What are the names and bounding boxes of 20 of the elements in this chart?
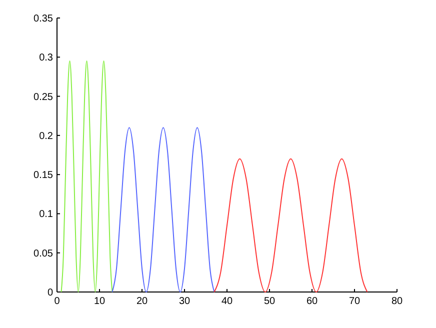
x-tick-label: 30 <box>178 296 190 307</box>
x-tick-label: 60 <box>306 296 318 307</box>
x-tick-label: 40 <box>221 296 233 307</box>
y-tick-label: 0.2 <box>39 130 54 142</box>
y-tick-label: 0.25 <box>34 92 54 103</box>
x-tick-label: 10 <box>94 296 106 307</box>
y-tick-label: 0.1 <box>39 209 54 220</box>
x-tick-label: 0 <box>54 296 60 307</box>
line-series <box>214 158 368 292</box>
x-tick-label: 80 <box>391 296 403 307</box>
y-tick-label: 0 <box>47 288 54 298</box>
x-tick-label: 50 <box>264 296 276 307</box>
y-tick-label: 0.3 <box>39 52 54 64</box>
y-tick-label: 0.05 <box>34 248 54 260</box>
x-tick-label: 20 <box>136 296 148 307</box>
y-tick-label: 0.15 <box>34 170 54 182</box>
y-tick-label: 0.35 <box>34 14 54 24</box>
x-tick-label: 70 <box>348 296 360 307</box>
line-series <box>112 127 215 292</box>
line-series <box>60 60 113 292</box>
